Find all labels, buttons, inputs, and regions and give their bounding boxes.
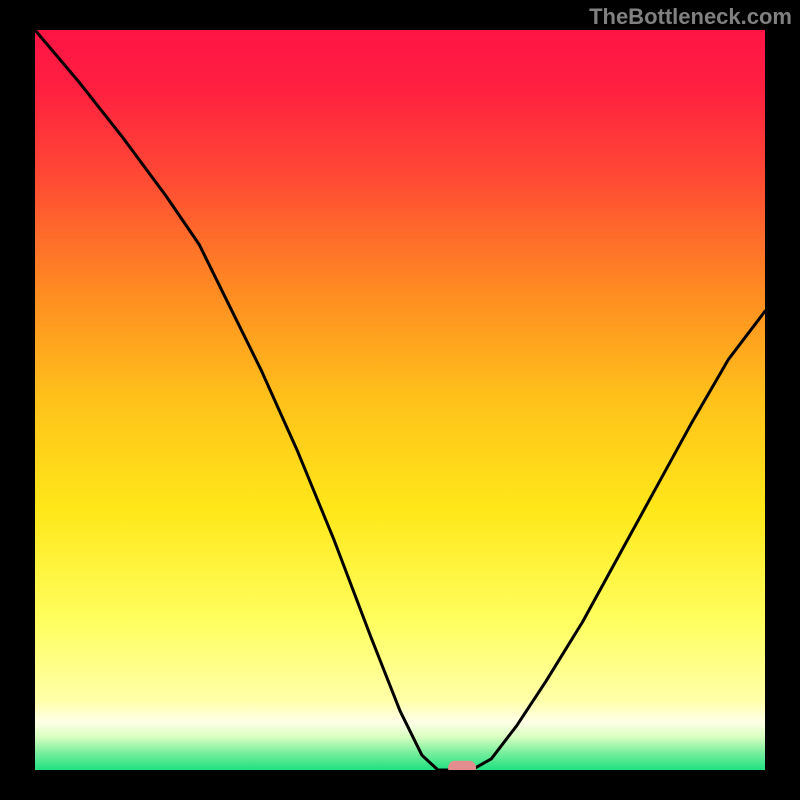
watermark-text: TheBottleneck.com — [589, 4, 792, 30]
chart-container: TheBottleneck.com — [0, 0, 800, 800]
bottleneck-chart — [0, 0, 800, 800]
plot-background-gradient — [35, 30, 765, 770]
